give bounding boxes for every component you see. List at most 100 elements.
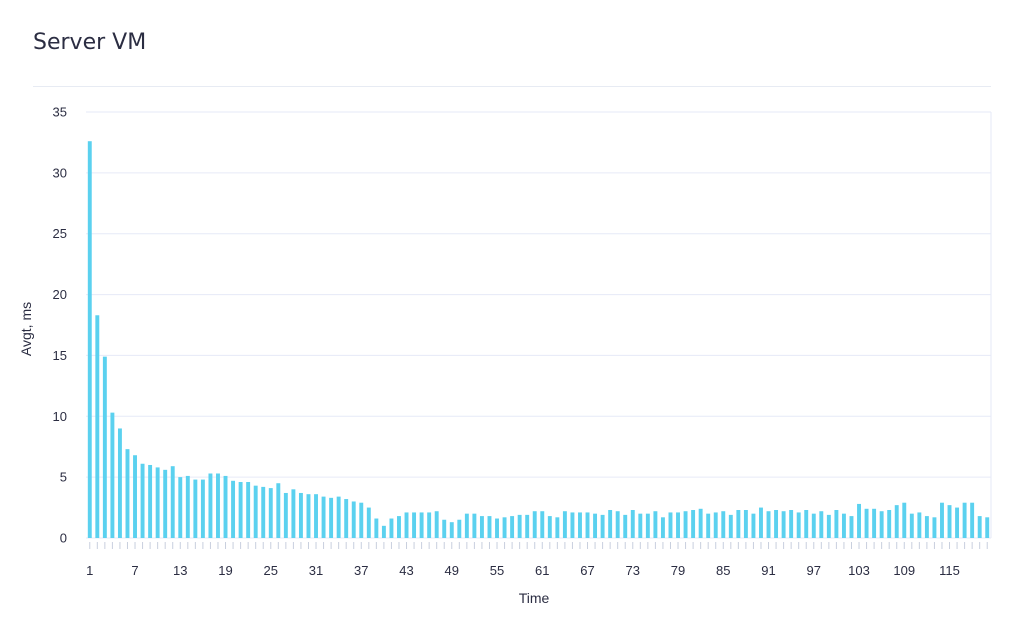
- bar[interactable]: [555, 517, 560, 538]
- bar[interactable]: [630, 510, 635, 538]
- bar[interactable]: [683, 511, 688, 538]
- bar[interactable]: [887, 510, 892, 538]
- bar[interactable]: [133, 455, 137, 538]
- bar[interactable]: [713, 512, 718, 538]
- bar[interactable]: [517, 514, 522, 538]
- bar[interactable]: [238, 482, 243, 538]
- bar[interactable]: [691, 510, 696, 538]
- bar[interactable]: [894, 505, 899, 538]
- bar[interactable]: [329, 497, 334, 538]
- bar[interactable]: [110, 412, 115, 538]
- bar[interactable]: [502, 517, 507, 538]
- bar[interactable]: [163, 469, 168, 538]
- bar[interactable]: [698, 508, 703, 538]
- bar[interactable]: [857, 503, 861, 538]
- bar[interactable]: [781, 511, 786, 538]
- bar[interactable]: [95, 315, 100, 538]
- bar[interactable]: [774, 510, 779, 538]
- bar[interactable]: [479, 516, 484, 538]
- bar[interactable]: [208, 473, 213, 538]
- bar[interactable]: [185, 475, 190, 538]
- bar[interactable]: [736, 510, 741, 538]
- bar[interactable]: [766, 511, 771, 538]
- bar[interactable]: [864, 508, 869, 538]
- bar[interactable]: [525, 514, 530, 538]
- bar[interactable]: [216, 473, 220, 538]
- bar[interactable]: [743, 510, 748, 538]
- bar[interactable]: [102, 356, 107, 538]
- bar[interactable]: [789, 510, 794, 538]
- bar[interactable]: [464, 513, 469, 538]
- bar[interactable]: [593, 513, 598, 538]
- bar[interactable]: [359, 502, 364, 538]
- bar[interactable]: [955, 507, 960, 538]
- bar[interactable]: [155, 467, 160, 538]
- bar[interactable]: [283, 492, 288, 538]
- bar[interactable]: [562, 511, 567, 538]
- bar[interactable]: [721, 511, 726, 538]
- bar[interactable]: [615, 511, 620, 538]
- bar[interactable]: [600, 514, 605, 538]
- bar[interactable]: [759, 507, 763, 538]
- bar[interactable]: [940, 502, 944, 538]
- bar[interactable]: [977, 516, 982, 538]
- bar[interactable]: [834, 510, 839, 538]
- bar[interactable]: [140, 463, 145, 538]
- bar[interactable]: [932, 517, 937, 538]
- bar[interactable]: [200, 479, 205, 538]
- bar[interactable]: [268, 488, 273, 538]
- bar[interactable]: [404, 512, 409, 538]
- bar[interactable]: [962, 502, 967, 538]
- bar[interactable]: [231, 480, 236, 538]
- bar[interactable]: [826, 514, 831, 538]
- bar[interactable]: [676, 512, 680, 538]
- bar[interactable]: [751, 513, 756, 538]
- bar[interactable]: [796, 512, 801, 538]
- bar[interactable]: [804, 510, 809, 538]
- bar[interactable]: [148, 464, 153, 538]
- bar[interactable]: [947, 505, 952, 538]
- bar[interactable]: [449, 522, 454, 538]
- bar[interactable]: [351, 501, 356, 538]
- bar[interactable]: [540, 511, 545, 538]
- bar[interactable]: [336, 496, 341, 538]
- bar[interactable]: [985, 517, 990, 538]
- bar[interactable]: [170, 466, 175, 538]
- bar[interactable]: [645, 513, 650, 538]
- bar[interactable]: [849, 516, 854, 538]
- bar[interactable]: [291, 489, 296, 538]
- bar[interactable]: [660, 517, 665, 538]
- bar[interactable]: [389, 518, 394, 538]
- bar[interactable]: [381, 525, 386, 538]
- bar[interactable]: [223, 475, 228, 538]
- bar[interactable]: [87, 141, 92, 538]
- bar[interactable]: [261, 486, 266, 538]
- bar[interactable]: [374, 518, 379, 538]
- bar[interactable]: [442, 519, 447, 538]
- bar[interactable]: [366, 507, 371, 538]
- bar[interactable]: [653, 511, 658, 538]
- bar[interactable]: [623, 514, 628, 538]
- bar[interactable]: [970, 502, 975, 538]
- bar[interactable]: [306, 494, 311, 538]
- bar[interactable]: [276, 483, 281, 538]
- bar[interactable]: [819, 511, 824, 538]
- bar[interactable]: [321, 496, 326, 538]
- bar[interactable]: [419, 512, 424, 538]
- bar[interactable]: [811, 513, 816, 538]
- bar[interactable]: [427, 512, 432, 538]
- bar[interactable]: [457, 519, 462, 538]
- bar[interactable]: [125, 449, 130, 538]
- bar[interactable]: [246, 482, 251, 538]
- bar[interactable]: [314, 494, 318, 538]
- bar[interactable]: [434, 511, 439, 538]
- bar[interactable]: [344, 499, 349, 538]
- bar[interactable]: [706, 513, 711, 538]
- bar[interactable]: [397, 516, 401, 538]
- bar[interactable]: [841, 513, 846, 538]
- bar[interactable]: [472, 513, 477, 538]
- bar[interactable]: [495, 518, 499, 538]
- bar[interactable]: [902, 502, 907, 538]
- bar[interactable]: [728, 514, 733, 538]
- bar[interactable]: [909, 513, 914, 538]
